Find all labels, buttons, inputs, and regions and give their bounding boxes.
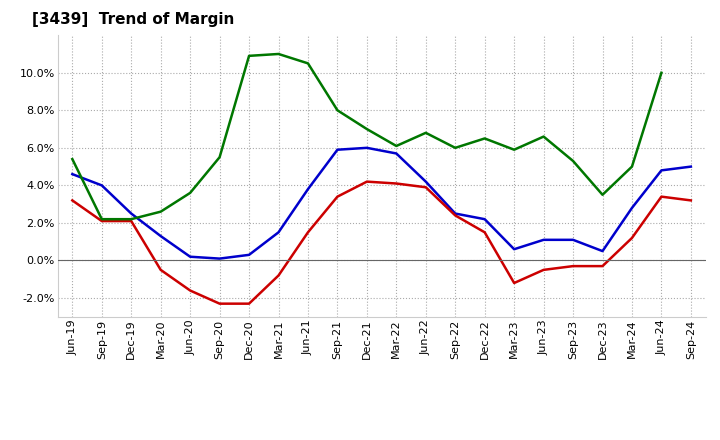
Net Income (304, 230, 312, 235)
Ordinary Income (451, 211, 459, 216)
Ordinary Income (510, 246, 518, 252)
Operating Cashflow (598, 192, 607, 198)
Ordinary Income (333, 147, 342, 152)
Ordinary Income (687, 164, 696, 169)
Net Income (363, 179, 372, 184)
Ordinary Income (97, 183, 106, 188)
Ordinary Income (274, 230, 283, 235)
Net Income (598, 264, 607, 269)
Ordinary Income (480, 216, 489, 222)
Operating Cashflow (421, 130, 430, 136)
Operating Cashflow (304, 61, 312, 66)
Ordinary Income (569, 237, 577, 242)
Net Income (451, 213, 459, 218)
Ordinary Income (68, 172, 76, 177)
Net Income (569, 264, 577, 269)
Net Income (480, 230, 489, 235)
Operating Cashflow (97, 216, 106, 222)
Net Income (274, 273, 283, 278)
Operating Cashflow (68, 157, 76, 162)
Ordinary Income (539, 237, 548, 242)
Ordinary Income (304, 187, 312, 192)
Ordinary Income (421, 179, 430, 184)
Operating Cashflow (333, 108, 342, 113)
Operating Cashflow (510, 147, 518, 152)
Ordinary Income (363, 145, 372, 150)
Ordinary Income (186, 254, 194, 259)
Operating Cashflow (127, 216, 135, 222)
Net Income (186, 288, 194, 293)
Net Income (245, 301, 253, 306)
Line: Net Income: Net Income (72, 182, 691, 304)
Net Income (392, 181, 400, 186)
Net Income (510, 280, 518, 286)
Ordinary Income (392, 151, 400, 156)
Net Income (156, 267, 165, 272)
Net Income (68, 198, 76, 203)
Net Income (539, 267, 548, 272)
Ordinary Income (598, 249, 607, 254)
Operating Cashflow (245, 53, 253, 59)
Operating Cashflow (392, 143, 400, 149)
Ordinary Income (156, 234, 165, 239)
Line: Ordinary Income: Ordinary Income (72, 148, 691, 259)
Operating Cashflow (215, 154, 224, 160)
Operating Cashflow (156, 209, 165, 214)
Operating Cashflow (274, 51, 283, 57)
Operating Cashflow (451, 145, 459, 150)
Net Income (687, 198, 696, 203)
Ordinary Income (657, 168, 666, 173)
Operating Cashflow (657, 70, 666, 75)
Net Income (657, 194, 666, 199)
Operating Cashflow (186, 190, 194, 195)
Net Income (127, 218, 135, 224)
Line: Operating Cashflow: Operating Cashflow (72, 54, 662, 219)
Ordinary Income (628, 205, 636, 211)
Ordinary Income (215, 256, 224, 261)
Operating Cashflow (628, 164, 636, 169)
Ordinary Income (127, 211, 135, 216)
Ordinary Income (245, 252, 253, 257)
Net Income (215, 301, 224, 306)
Net Income (421, 185, 430, 190)
Net Income (333, 194, 342, 199)
Operating Cashflow (539, 134, 548, 139)
Net Income (628, 235, 636, 241)
Net Income (97, 218, 106, 224)
Operating Cashflow (569, 158, 577, 164)
Operating Cashflow (480, 136, 489, 141)
Text: [3439]  Trend of Margin: [3439] Trend of Margin (32, 12, 234, 27)
Operating Cashflow (363, 126, 372, 132)
